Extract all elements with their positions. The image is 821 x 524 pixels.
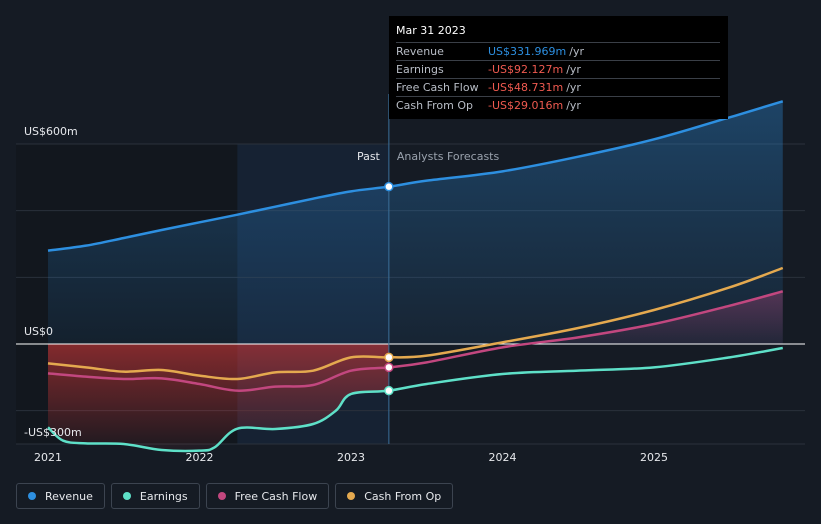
tooltip-unit: /yr bbox=[569, 45, 584, 58]
tooltip-value: -US$48.731m bbox=[488, 81, 564, 94]
legend: Revenue Earnings Free Cash Flow Cash Fro… bbox=[16, 483, 454, 509]
y-tick-label: US$0 bbox=[24, 325, 53, 338]
legend-label: Free Cash Flow bbox=[234, 489, 318, 503]
legend-label: Earnings bbox=[139, 489, 188, 503]
past-label: Past bbox=[357, 150, 381, 163]
x-tick-label: 2022 bbox=[186, 451, 214, 464]
free-cash-flow-dot-icon bbox=[217, 492, 226, 500]
legend-item-earnings[interactable]: Earnings bbox=[110, 483, 200, 509]
legend-item-cash-from-op[interactable]: Cash From Op bbox=[335, 483, 454, 509]
tooltip-row-free-cash-flow: Free Cash Flow -US$48.731m /yr bbox=[396, 78, 720, 96]
cash-from-op-line bbox=[47, 266, 784, 381]
tooltip-label: Free Cash Flow bbox=[396, 81, 479, 94]
tooltip-row-revenue: Revenue US$331.969m /yr bbox=[396, 42, 720, 60]
tooltip-label: Revenue bbox=[396, 45, 444, 58]
legend-item-free-cash-flow[interactable]: Free Cash Flow bbox=[205, 483, 330, 509]
tooltip-unit: /yr bbox=[566, 63, 581, 76]
tooltip-date: Mar 31 2023 bbox=[396, 24, 466, 37]
fcf-forecast-area bbox=[502, 291, 783, 348]
forecast-label: Analysts Forecasts bbox=[397, 150, 500, 163]
x-tick-label: 2023 bbox=[337, 451, 365, 464]
earnings-dot-icon bbox=[122, 492, 131, 500]
y-tick-label: -US$300m bbox=[24, 426, 82, 439]
tooltip: Mar 31 2023 Revenue US$331.969m /yr Earn… bbox=[389, 16, 728, 119]
legend-label: Cash From Op bbox=[364, 489, 442, 503]
x-tick-label: 2025 bbox=[640, 451, 668, 464]
tooltip-row-earnings: Earnings -US$92.127m /yr bbox=[396, 60, 720, 78]
tooltip-row-cash-from-op: Cash From Op -US$29.016m /yr bbox=[396, 96, 720, 114]
revenue-line bbox=[47, 100, 784, 252]
revenue-area bbox=[48, 101, 783, 344]
free-cash-flow-line bbox=[47, 290, 784, 392]
y-tick-label: US$600m bbox=[24, 125, 78, 138]
revenue-marker bbox=[384, 181, 394, 192]
cash-from-op-marker bbox=[384, 352, 394, 363]
tooltip-label: Earnings bbox=[396, 63, 444, 76]
x-tick-label: 2024 bbox=[489, 451, 517, 464]
legend-label: Revenue bbox=[45, 489, 93, 503]
revenue-dot-icon bbox=[28, 492, 36, 500]
tooltip-value: -US$29.016m bbox=[488, 99, 564, 112]
x-tick-label: 2021 bbox=[34, 451, 62, 464]
tooltip-label: Cash From Op bbox=[396, 99, 474, 112]
cash-from-op-dot-icon bbox=[347, 492, 356, 500]
earnings-marker bbox=[384, 385, 394, 396]
tooltip-value: US$331.969m bbox=[488, 45, 567, 58]
legend-item-revenue[interactable]: Revenue bbox=[16, 483, 105, 509]
earnings-line bbox=[47, 346, 783, 453]
tooltip-value: -US$92.127m bbox=[488, 63, 564, 76]
tooltip-unit: /yr bbox=[566, 99, 581, 112]
tooltip-unit: /yr bbox=[566, 81, 581, 94]
free-cash-flow-marker bbox=[384, 362, 394, 373]
